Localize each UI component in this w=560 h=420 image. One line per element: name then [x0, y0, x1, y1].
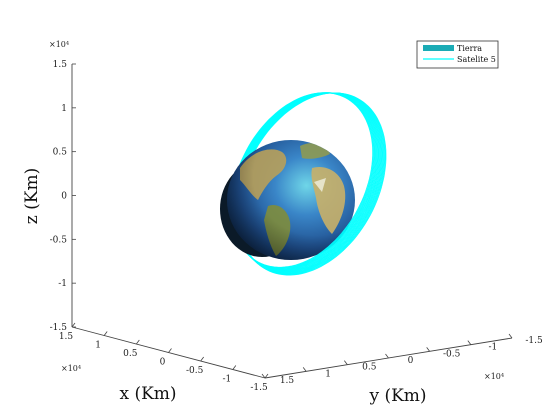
- y-tick-mark: [385, 353, 389, 359]
- earth-shading: [227, 140, 355, 260]
- orbit-front-path: [255, 103, 384, 274]
- z-tick-label: 1: [61, 104, 67, 114]
- x-tick-label: 0: [160, 358, 166, 368]
- z-tick-label: -1: [58, 279, 67, 289]
- x-tick-label: -1.5: [250, 383, 268, 393]
- orbit-front-path: [251, 103, 377, 270]
- x-axis-ticks: 1.5 1 0.5 0 -0.5 -1 -1.5: [59, 322, 269, 393]
- x-tick-mark: [136, 339, 140, 345]
- y-tick-label: -1.5: [525, 336, 543, 346]
- x-tick-label: -1: [222, 375, 231, 385]
- x-tick-mark: [264, 373, 269, 379]
- y-tick-label: 1.5: [280, 376, 295, 386]
- axes-frame: 1.5 1 0.5 0 -0.5 -1 -1.5 1.5 1 0.5 0 -0.5 -1 -1.5 1.…: [50, 60, 543, 393]
- x-tick-mark: [232, 365, 237, 370]
- z-tick-label: 1.5: [53, 60, 68, 70]
- orbit-front-group: [249, 103, 387, 276]
- y-tick-mark: [344, 360, 348, 365]
- legend-label-satellite: Satelite 5: [457, 55, 496, 64]
- x-tick-mark: [200, 356, 204, 362]
- orbit-front-path: [251, 103, 376, 270]
- x-tick-mark: [168, 348, 172, 353]
- y-exponent-label: ×10⁴: [484, 372, 504, 381]
- y-axis-ticks: 1.5 1 0.5 0 -0.5 -1 -1.5: [261, 333, 543, 386]
- orbit-front-path: [254, 103, 382, 273]
- y-tick-label: -1: [488, 343, 497, 353]
- y-tick-mark: [302, 367, 307, 372]
- y-tick-mark: [467, 340, 472, 345]
- legend-label-earth: Tierra: [457, 44, 482, 53]
- y-tick-label: 0.5: [362, 363, 377, 373]
- x-tick-mark: [103, 331, 108, 336]
- orbit-front-path: [257, 103, 387, 276]
- y-tick-mark: [508, 333, 513, 339]
- orbit-front-path: [254, 103, 381, 273]
- y-tick-label: -0.5: [443, 349, 461, 359]
- legend-swatch-earth: [423, 45, 454, 51]
- z-axis-ticks: 1.5 1 0.5 0 -0.5 -1 -1.5: [50, 60, 76, 333]
- y-tick-mark: [261, 373, 266, 379]
- x-tick-label: -0.5: [186, 366, 204, 376]
- z-tick-label: 0.5: [53, 148, 68, 158]
- z-exponent-label: ×10⁴: [49, 40, 69, 49]
- z-tick-label: -1.5: [50, 323, 68, 333]
- x-tick-label: 1: [95, 341, 101, 351]
- z-tick-label: -0.5: [50, 235, 68, 245]
- x-exponent-label: ×10⁴: [61, 364, 81, 373]
- z-axis-label: z (Km): [22, 168, 42, 224]
- x-axis-label: x (Km): [119, 384, 176, 404]
- orbit-front-path: [253, 103, 380, 272]
- orbit-front-path: [252, 103, 378, 271]
- orbit-front-path: [257, 103, 386, 276]
- y-tick-label: 1: [325, 369, 331, 379]
- orbit-front-path: [256, 103, 385, 275]
- x-tick-label: 0.5: [123, 349, 138, 359]
- z-tick-label: 0: [61, 192, 67, 202]
- y-tick-mark: [426, 347, 430, 352]
- earth-sphere: [220, 140, 355, 260]
- x-tick-label: 1.5: [59, 332, 74, 342]
- y-tick-label: 0: [408, 356, 414, 366]
- legend: Tierra Satelite 5: [416, 40, 499, 69]
- y-axis-label: y (Km): [368, 386, 426, 406]
- x-tick-mark: [71, 322, 76, 328]
- orbit-front-path: [250, 103, 374, 269]
